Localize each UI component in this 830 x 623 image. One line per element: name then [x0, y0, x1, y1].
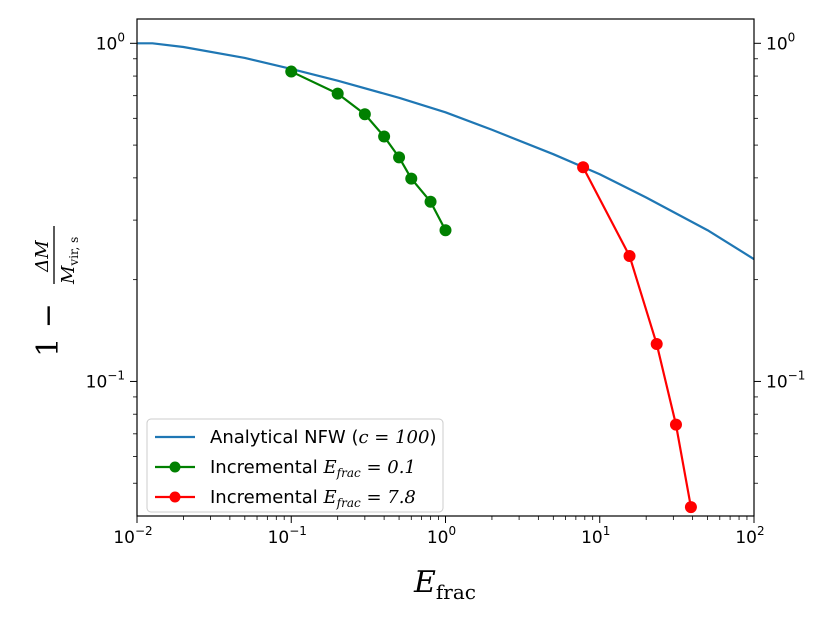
series-line-0 — [137, 42, 754, 261]
x-tick-label: 100 — [427, 524, 456, 548]
y-axis-label-numerator: ΔM — [32, 240, 53, 273]
y-axis-label-denominator-main: M — [58, 265, 79, 285]
y-axis-label-denominator-sub: vir, s — [67, 237, 81, 267]
series-2 — [577, 161, 697, 514]
legend-marker-incremental-0.1 — [169, 461, 181, 473]
ticks-layer: 10−2 10−1 100 101 102 100 100 10−1 10−1 — [86, 30, 806, 548]
data-point — [378, 130, 391, 143]
series-0 — [137, 42, 754, 261]
data-point — [285, 65, 298, 78]
y-axis-label-denominator: Mvir, s — [58, 237, 81, 285]
data-point — [650, 338, 663, 351]
data-point — [684, 501, 697, 514]
legend-box — [146, 418, 444, 513]
x-axis-label-main: E — [413, 565, 436, 600]
x-tick-label: 10−2 — [113, 524, 152, 548]
data-point — [405, 172, 418, 185]
y-axis-label-prefix: 1 − — [31, 303, 66, 357]
data-point — [439, 224, 452, 237]
data-point — [623, 249, 636, 262]
legend-entry-incremental-7.8: Incremental Efrac = 7.8 — [210, 487, 416, 510]
data-point — [331, 87, 344, 100]
data-point — [358, 108, 371, 121]
x-axis-label-sub: frac — [436, 580, 476, 604]
x-tick-label: 101 — [581, 524, 610, 548]
y-tick-label-left: 10−1 — [86, 368, 125, 392]
x-tick-label: 10−1 — [268, 524, 307, 548]
y-tick-label-right: 100 — [766, 30, 795, 54]
series-1 — [285, 65, 452, 237]
data-point — [577, 161, 590, 174]
legend-marker-incremental-7.8 — [169, 491, 181, 503]
legend: Analytical NFW (c = 100) Incremental Efr… — [146, 418, 444, 513]
legend-entry-incremental-0.1: Incremental Efrac = 0.1 — [210, 457, 416, 480]
data-point — [393, 151, 406, 164]
legend-entry-analytical: Analytical NFW (c = 100) — [210, 427, 437, 448]
x-axis-label: Efrac — [413, 565, 476, 604]
series-line-1 — [290, 70, 447, 231]
series-layer — [137, 42, 754, 514]
data-point — [669, 418, 682, 431]
y-tick-label-left: 100 — [96, 30, 125, 54]
y-axis-label: 1 − ΔM Mvir, s — [31, 226, 81, 357]
series-line-2 — [582, 166, 693, 508]
y-tick-label-right: 10−1 — [766, 368, 805, 392]
data-point — [424, 195, 437, 208]
x-tick-label: 102 — [735, 524, 764, 548]
